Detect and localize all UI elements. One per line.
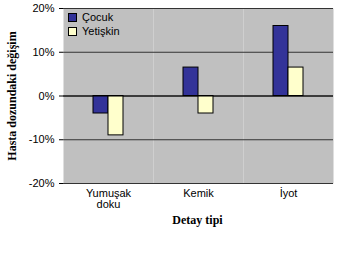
- html-text:Detay tipi: Detay tipi: [172, 213, 223, 227]
- svg-text:-10%: -10%: [29, 133, 55, 145]
- svg-text:Kemik: Kemik: [183, 187, 214, 199]
- html-text:Hasta dozundaki değişim: Hasta dozundaki değişim: [4, 30, 19, 161]
- html-text:Çocuk: Çocuk: [82, 11, 114, 23]
- svg-text:0%: 0%: [39, 90, 55, 102]
- svg-text:İyot: İyot: [280, 187, 298, 199]
- svg-text:Yumuşakdoku: Yumuşakdoku: [86, 187, 132, 210]
- svg-text:20%: 20%: [32, 2, 54, 14]
- html-text:Yetişkin: Yetişkin: [82, 25, 120, 37]
- svg-text:10%: 10%: [32, 46, 54, 58]
- svg-text:-20%: -20%: [29, 177, 55, 189]
